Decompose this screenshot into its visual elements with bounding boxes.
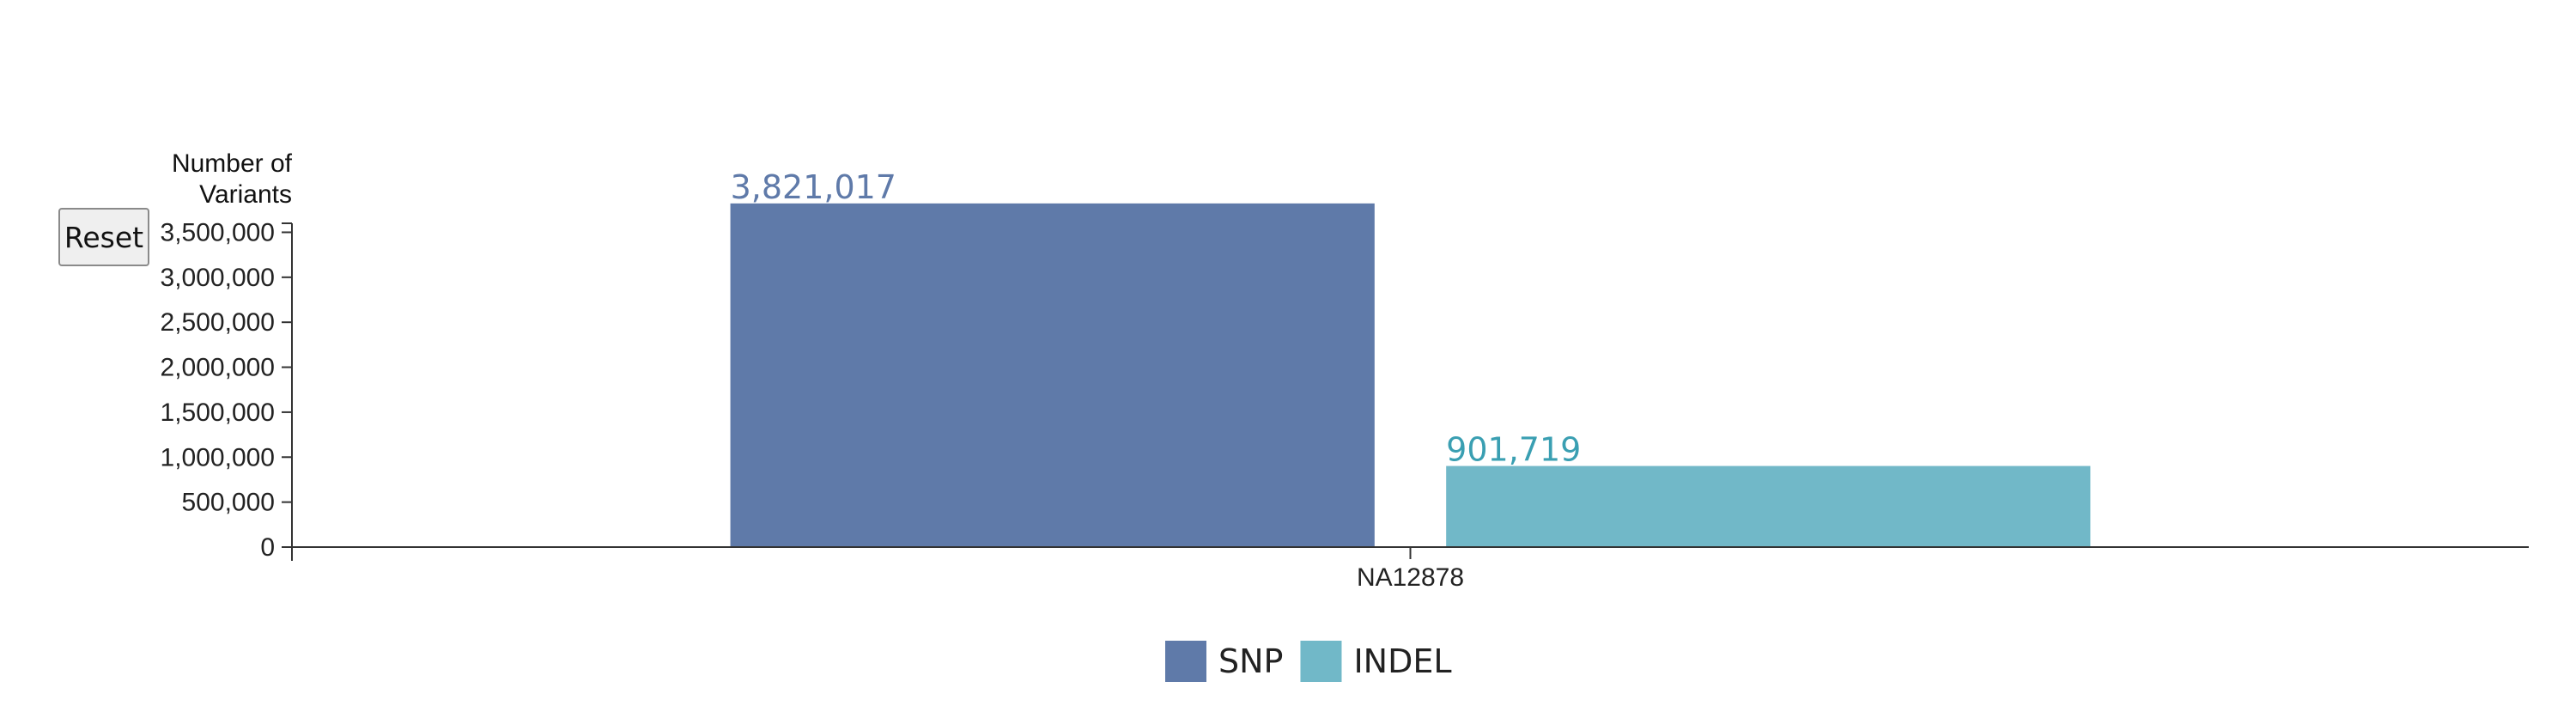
reset-button[interactable]: Reset: [58, 208, 149, 266]
bar-value-label: 901,719: [1446, 431, 1581, 469]
legend-swatch-indel: [1300, 641, 1342, 682]
legend-swatch-snp: [1165, 641, 1206, 682]
y-tick-label: 2,500,000: [161, 308, 275, 337]
y-tick-label: 500,000: [182, 489, 275, 517]
y-tick-label: 3,000,000: [161, 264, 275, 292]
bars: 3,821,017 901,719: [730, 168, 2091, 547]
legend-label-indel: INDEL: [1353, 642, 1451, 680]
y-tick-label: 0: [260, 533, 275, 562]
y-axis-title-line-2: Variants: [199, 180, 292, 209]
y-axis-title-line-1: Number of: [172, 149, 293, 178]
bar-value-label: 3,821,017: [731, 168, 896, 206]
x-axis: NA12878: [292, 546, 2529, 592]
y-axis: 0 500,000 1,000,000 1,500,000 2,000,000 2,500…: [161, 218, 293, 562]
legend-label-snp: SNP: [1218, 642, 1283, 680]
y-tick-label: 1,000,000: [161, 443, 275, 472]
legend: SNP INDEL: [1165, 641, 1452, 682]
y-tick-label: 3,500,000: [161, 218, 275, 246]
x-tick-label: NA12878: [1357, 563, 1464, 592]
y-tick-label: 1,500,000: [161, 399, 275, 427]
bar-indel: [1446, 465, 2091, 547]
bar-snp: [730, 203, 1375, 547]
y-tick-label: 2,000,000: [161, 354, 275, 382]
